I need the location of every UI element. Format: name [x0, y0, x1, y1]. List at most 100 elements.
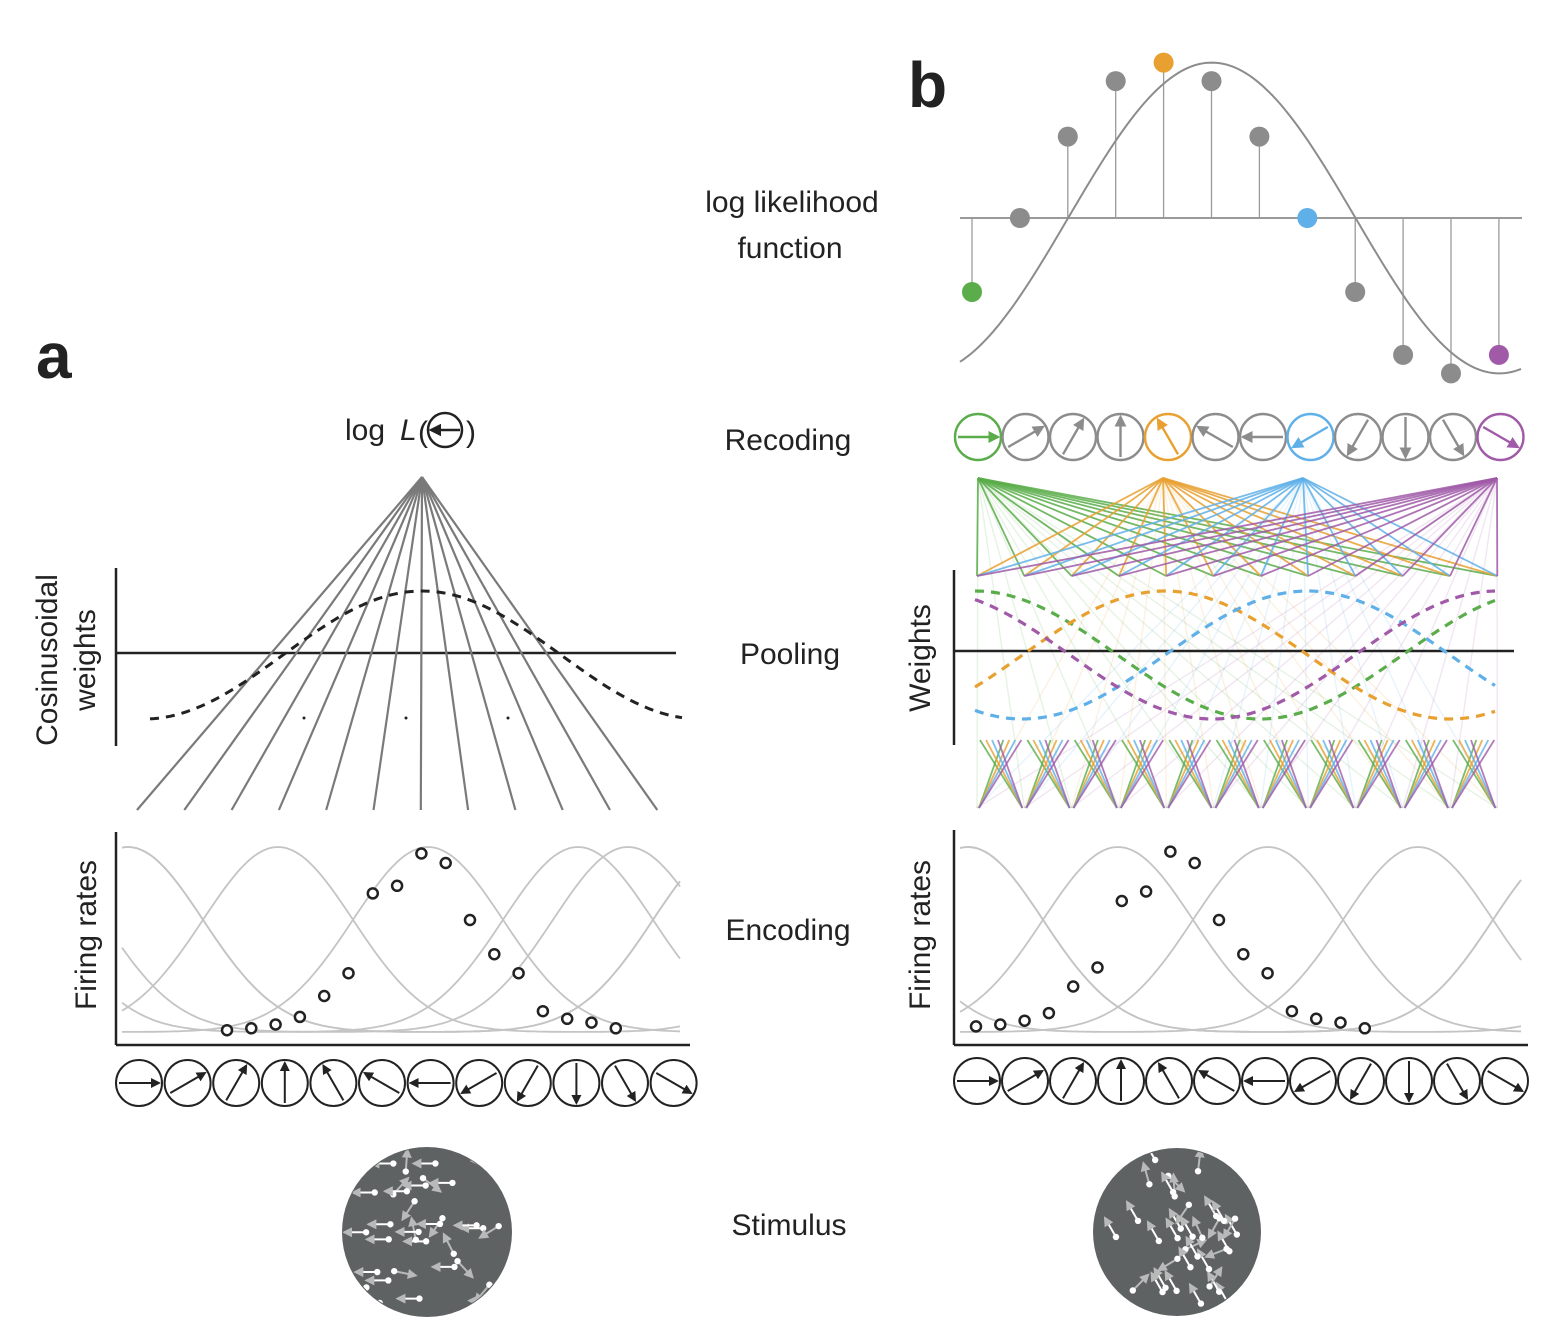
fan-line-faint [1165, 477, 1498, 809]
direction-unit [1049, 1057, 1097, 1105]
zigzag-line [1214, 739, 1241, 809]
zigzag-line [1025, 739, 1052, 809]
panel-b: Weights Firing rates [904, 52, 1529, 1316]
stimulus-dot [450, 1250, 457, 1257]
zigzag-line [1127, 739, 1165, 809]
stimulus-dot [1129, 1287, 1137, 1294]
recoding-unit [1333, 412, 1383, 462]
tuning-curve [121, 846, 681, 1033]
fan-line-faint [977, 477, 1262, 809]
zigzag-line [1091, 739, 1118, 809]
stage-pooling: Pooling [740, 638, 840, 671]
tuning-curve [959, 846, 1522, 1033]
stimulus-dot [1220, 1217, 1228, 1225]
direction-unit [455, 1059, 504, 1107]
panel-a-pool-ylabel: Cosinusoidal weights [31, 574, 102, 746]
direction-unit [115, 1059, 163, 1107]
loglik-point [962, 282, 982, 302]
stimulus-arrow [1185, 1238, 1208, 1251]
firing-rate-point [463, 913, 477, 927]
direction-arrow [1061, 417, 1085, 455]
output-func-text: L [400, 414, 417, 447]
firing-rate-point [1212, 913, 1226, 927]
panel-b-fan-lines [976, 477, 1499, 809]
firing-rate-point [1358, 1022, 1372, 1035]
stimulus-arrow [1132, 1273, 1150, 1292]
stimulus-arrow [1204, 1195, 1217, 1217]
fan-line-faint [1162, 477, 1167, 809]
loglik-point [1249, 126, 1270, 147]
weight-dot [404, 716, 408, 720]
direction-unit [260, 1059, 309, 1107]
direction-unit [601, 1059, 649, 1107]
fan-line [183, 476, 423, 811]
firing-rate-point [220, 1023, 234, 1037]
zigzag-line [1464, 739, 1497, 809]
fan-line-top [977, 477, 1262, 577]
stimulus-arrow [1161, 1171, 1174, 1193]
stimulus-dot [1134, 1217, 1142, 1225]
stimulus-arrow [1222, 1218, 1236, 1240]
firing-rate-point [1164, 845, 1177, 858]
panel-b-pool-ylabel: Weights [904, 604, 937, 712]
stimulus-dot [1199, 1234, 1206, 1241]
stimulus-arrow [1146, 1220, 1160, 1242]
fan-line-top [977, 477, 1451, 577]
direction-arrow [655, 1072, 693, 1094]
stimulus-arrow [1217, 1230, 1231, 1252]
fan-line [421, 476, 611, 811]
firing-rate-point [1261, 966, 1274, 980]
direction-unit [1001, 1057, 1049, 1105]
stage-loglik-line2: function [737, 232, 842, 265]
firing-rate-point [1066, 980, 1080, 993]
panel-b-weight-curves [974, 589, 1496, 721]
zigzag-line [1458, 739, 1497, 809]
stimulus-arrow [408, 1216, 419, 1240]
stimulus-dot [416, 1295, 423, 1302]
fan-line-faint [1162, 477, 1451, 809]
fan-line-faint [1212, 477, 1498, 809]
stimulus-dot [1185, 1201, 1193, 1208]
fan-line [420, 476, 564, 811]
zigzag-line [1072, 739, 1117, 809]
stimulus-arrow [394, 1269, 418, 1279]
firing-rate-point [342, 966, 355, 980]
stimulus-arrow [478, 1225, 500, 1239]
stimulus-dot [387, 1221, 394, 1228]
direction-arrow [1007, 425, 1045, 449]
stimulus-dot [473, 1222, 480, 1229]
firing-rate-point [536, 1004, 550, 1018]
recoding-unit [1428, 412, 1478, 462]
firing-rate-point [1237, 947, 1250, 961]
fan-line-top [1023, 477, 1164, 577]
panel-a: log L ( ) Cosinusoidal weights Firing ra… [31, 411, 698, 1317]
stimulus-dot [479, 1225, 487, 1232]
zigzag-line [1280, 739, 1307, 809]
fan-line-faint [1302, 477, 1451, 809]
zigzag-line [1038, 739, 1071, 809]
loglik-stems [971, 62, 1500, 374]
fan-line-top [1071, 477, 1498, 577]
stimulus-dot [454, 1257, 461, 1265]
tuning-curve [121, 846, 681, 1033]
stimulus-arrow [1165, 1217, 1179, 1239]
fan-line-top [977, 477, 1073, 577]
zigzag-line [1227, 739, 1260, 809]
fan-line-faint [977, 477, 1120, 809]
direction-unit [1097, 1057, 1145, 1105]
zigzag-line [1309, 739, 1336, 809]
loglik-point [1153, 52, 1174, 73]
stimulus-arrow [1178, 1246, 1192, 1268]
recoding-unit [1476, 412, 1525, 462]
fan-line-top [1024, 477, 1304, 577]
stimulus-arrow [422, 1177, 443, 1193]
fan-line-faint [977, 477, 1215, 809]
stimulus-arrow [1150, 1271, 1164, 1293]
stimulus-arrow [401, 1200, 416, 1222]
firing-rate-point [269, 1018, 282, 1031]
stimulus-dot [1197, 1300, 1205, 1307]
fan-line-faint [976, 477, 1498, 809]
stimulus-dot [411, 1198, 418, 1205]
panel-a-weight-dots [302, 716, 510, 720]
